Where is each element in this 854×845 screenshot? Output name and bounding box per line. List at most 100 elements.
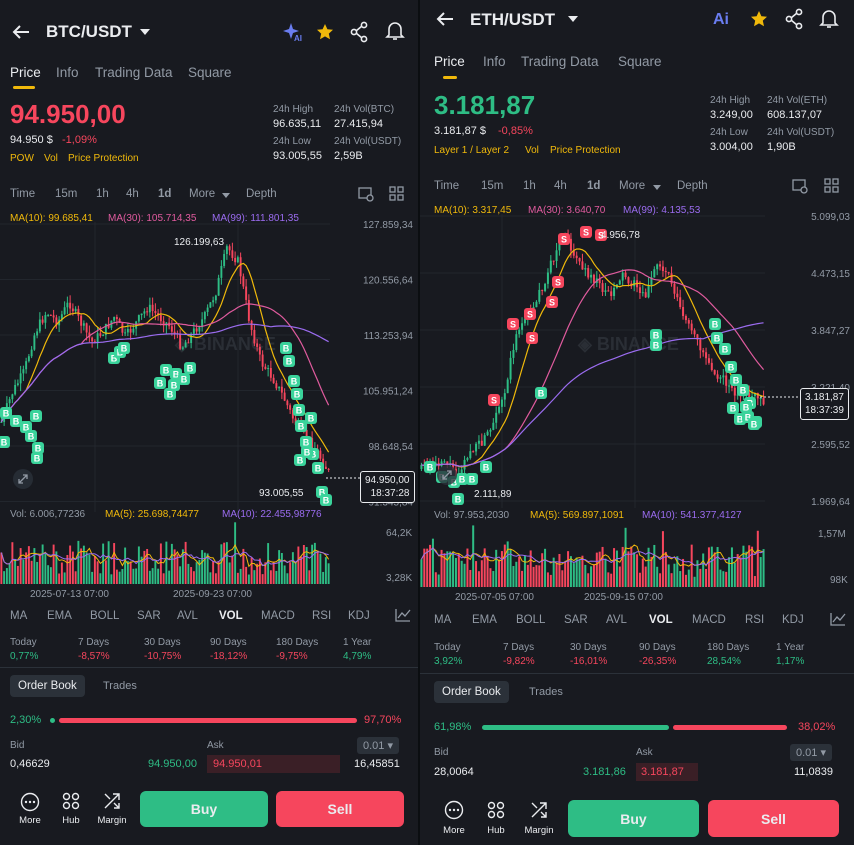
tab-square[interactable]: Square (188, 65, 232, 80)
tag-vol[interactable]: Vol (525, 145, 539, 156)
pair-title[interactable]: BTC/USDT (46, 22, 132, 41)
tf-1d[interactable]: 1d (587, 180, 601, 192)
pair-title[interactable]: ETH/USDT (470, 10, 555, 29)
more-label[interactable]: More (19, 815, 41, 826)
margin-icon[interactable] (103, 792, 121, 810)
tf-15m[interactable]: 15m (481, 180, 504, 192)
tab-trading-data[interactable]: Trading Data (521, 54, 599, 69)
chart-settings-icon[interactable] (792, 178, 808, 194)
tf-15m[interactable]: 15m (55, 188, 78, 200)
more-label[interactable]: More (443, 825, 465, 836)
ind-boll[interactable]: BOLL (516, 614, 546, 626)
ind-kdj[interactable]: KDJ (348, 610, 370, 622)
ind-macd[interactable]: MACD (261, 610, 295, 622)
layout-grid-icon[interactable] (824, 178, 839, 193)
ind-kdj[interactable]: KDJ (782, 614, 804, 626)
ind-rsi[interactable]: RSI (312, 610, 332, 622)
pair-dropdown-icon[interactable] (568, 16, 578, 22)
tag-layer[interactable]: Layer 1 / Layer 2 (434, 145, 510, 156)
tab-trading-data[interactable]: Trading Data (95, 65, 173, 80)
tab-order-book[interactable]: Order Book (10, 675, 85, 697)
tab-square[interactable]: Square (618, 54, 662, 69)
ind-sar[interactable]: SAR (564, 614, 588, 626)
favorite-star-icon[interactable] (750, 10, 768, 28)
ind-boll[interactable]: BOLL (90, 610, 120, 622)
tf-4h[interactable]: 4h (126, 188, 139, 200)
back-arrow-icon[interactable] (12, 24, 30, 40)
tf-1d[interactable]: 1d (158, 188, 172, 200)
indicator-chart-icon[interactable] (395, 608, 411, 622)
share-icon[interactable] (785, 8, 803, 30)
ask-qty[interactable]: 11,0839 (794, 766, 833, 778)
buy-button[interactable]: Buy (568, 800, 699, 837)
bell-icon[interactable] (819, 9, 839, 29)
ask-qty[interactable]: 16,45851 (354, 758, 400, 770)
ai-sparkle-icon[interactable]: AI (283, 22, 303, 43)
precision-select[interactable]: 0.01 ▾ (357, 737, 399, 754)
sell-button[interactable]: Sell (276, 791, 404, 827)
hub-label[interactable]: Hub (487, 825, 505, 836)
layout-grid-icon[interactable] (389, 186, 404, 201)
hub-label[interactable]: Hub (62, 815, 80, 826)
margin-icon[interactable] (530, 801, 548, 819)
more-icon[interactable] (20, 792, 40, 812)
more-caret-icon[interactable] (653, 185, 661, 190)
ind-avl[interactable]: AVL (606, 614, 627, 626)
tf-depth[interactable]: Depth (677, 180, 708, 192)
bid-price[interactable]: 3.181,86 (583, 766, 626, 778)
hub-icon[interactable] (487, 801, 505, 819)
tag-vol[interactable]: Vol (44, 153, 58, 164)
tf-1h[interactable]: 1h (523, 180, 536, 192)
tab-order-book[interactable]: Order Book (434, 681, 509, 703)
tag-price-protection[interactable]: Price Protection (68, 153, 139, 164)
bid-qty[interactable]: 28,0064 (434, 766, 474, 778)
margin-label[interactable]: Margin (524, 825, 554, 836)
ask-price[interactable]: 94.950,01 (213, 758, 262, 770)
tf-time[interactable]: Time (434, 180, 460, 192)
tf-1h[interactable]: 1h (96, 188, 109, 200)
tag-price-protection[interactable]: Price Protection (550, 145, 621, 156)
ind-ma[interactable]: MA (10, 610, 28, 622)
ind-macd[interactable]: MACD (692, 614, 726, 626)
tf-time[interactable]: Time (10, 188, 36, 200)
indicator-chart-icon[interactable] (830, 612, 846, 626)
share-icon[interactable] (350, 21, 368, 43)
precision-select[interactable]: 0.01 ▾ (790, 744, 832, 761)
fullscreen-icon[interactable] (12, 468, 34, 490)
candlestick-chart[interactable]: 127.859,34 120.556,64 113.253,94 105.951,24… (0, 220, 418, 512)
ai-icon[interactable]: Ai (713, 11, 729, 28)
margin-label[interactable]: Margin (97, 815, 127, 826)
more-icon[interactable] (444, 800, 464, 820)
ind-avl[interactable]: AVL (177, 610, 198, 622)
chart-settings-icon[interactable] (358, 186, 374, 202)
tf-more[interactable]: More (619, 180, 646, 192)
pair-dropdown-icon[interactable] (140, 29, 150, 35)
back-arrow-icon[interactable] (436, 11, 454, 27)
ind-ema[interactable]: EMA (47, 610, 72, 622)
tab-price[interactable]: Price (10, 65, 41, 80)
bid-qty[interactable]: 0,46629 (10, 758, 50, 770)
fullscreen-icon[interactable] (436, 464, 458, 486)
more-caret-icon[interactable] (222, 193, 230, 198)
buy-button[interactable]: Buy (140, 791, 268, 827)
candlestick-chart[interactable]: 5.099,034.473,153.847,273.221,402.595,52… (420, 212, 854, 508)
tab-trades[interactable]: Trades (529, 686, 563, 698)
tag-pow[interactable]: POW (10, 153, 34, 164)
sell-button[interactable]: Sell (708, 800, 839, 837)
tab-info[interactable]: Info (56, 65, 79, 80)
ind-ema[interactable]: EMA (472, 614, 497, 626)
tf-depth[interactable]: Depth (246, 188, 277, 200)
ind-ma[interactable]: MA (434, 614, 452, 626)
bid-price[interactable]: 94.950,00 (148, 758, 197, 770)
ind-vol[interactable]: VOL (649, 614, 673, 626)
tab-trades[interactable]: Trades (103, 680, 137, 692)
tab-info[interactable]: Info (483, 54, 506, 69)
favorite-star-icon[interactable] (316, 23, 334, 41)
ind-vol[interactable]: VOL (219, 610, 243, 622)
tf-more[interactable]: More (189, 188, 216, 200)
bell-icon[interactable] (385, 21, 405, 41)
hub-icon[interactable] (62, 792, 80, 810)
ind-sar[interactable]: SAR (137, 610, 161, 622)
ask-price[interactable]: 3.181,87 (641, 766, 684, 778)
ind-rsi[interactable]: RSI (745, 614, 765, 626)
